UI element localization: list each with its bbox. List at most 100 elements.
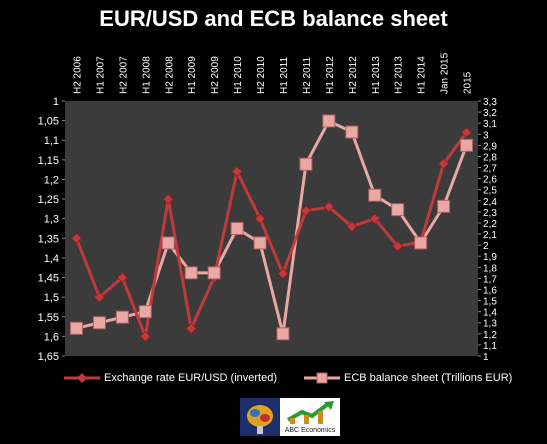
series-layer bbox=[69, 114, 474, 342]
ecb-balance-point bbox=[368, 188, 382, 202]
ecb-balance-point bbox=[391, 203, 405, 217]
x-axis-tick-label: H1 2012 bbox=[325, 56, 336, 94]
ecb-balance-point bbox=[322, 114, 336, 128]
ecb-balance-point bbox=[92, 316, 106, 330]
left-axis-tick-label: 1,3 bbox=[44, 214, 59, 226]
chart-title: EUR/USD and ECB balance sheet bbox=[99, 6, 448, 31]
x-axis-tick-label: H2 2010 bbox=[256, 56, 267, 94]
left-axis-tick-label: 1,2 bbox=[44, 174, 59, 186]
right-axis-tick-label: 3,1 bbox=[483, 119, 497, 130]
right-axis-tick-label: 3 bbox=[483, 130, 489, 141]
right-axis-tick-label: 1,2 bbox=[483, 330, 497, 341]
exchange-rate-point bbox=[369, 213, 381, 225]
x-axis-tick-label: H2 2013 bbox=[394, 56, 405, 94]
ecb-balance-point bbox=[253, 236, 267, 250]
ecb-balance-point bbox=[460, 138, 474, 152]
right-axis-tick-label: 2,9 bbox=[483, 141, 497, 152]
left-axis-tick-label: 1,65 bbox=[38, 351, 59, 363]
exchange-rate-point bbox=[460, 126, 473, 138]
left-axis-tick-label: 1,35 bbox=[38, 233, 59, 245]
right-axis-tick-label: 1 bbox=[483, 352, 489, 363]
right-axis-tick-label: 1,3 bbox=[483, 319, 497, 330]
x-axis-tick-label: 2015 bbox=[463, 71, 474, 94]
left-axis-tick-label: 1,6 bbox=[44, 331, 59, 343]
ecb-balance-point bbox=[207, 266, 221, 280]
right-axis-tick-label: 2,6 bbox=[483, 175, 497, 186]
x-axis-tick-label: H2 2008 bbox=[164, 56, 175, 94]
exchange-rate-point bbox=[277, 268, 289, 280]
exchange-rate-point bbox=[139, 330, 151, 342]
logo-growth-icon: ABC Economics bbox=[280, 398, 340, 436]
ecb-balance-point bbox=[345, 125, 359, 139]
ecb-balance-point bbox=[161, 236, 175, 250]
right-axis-tick-label: 3,2 bbox=[483, 108, 497, 119]
x-axis-tick-label: H2 2009 bbox=[210, 56, 221, 94]
legend-item-exchange-rate: Exchange rate EUR/USD (inverted) bbox=[64, 372, 277, 384]
left-axis-tick-label: 1,55 bbox=[38, 312, 59, 324]
right-axis-tick-label: 1,5 bbox=[483, 297, 497, 308]
right-axis-tick-label: 2,7 bbox=[483, 164, 497, 175]
ecb-balance-point bbox=[138, 305, 152, 319]
exchange-rate-point bbox=[254, 213, 266, 225]
exchange-rate-point bbox=[323, 201, 335, 213]
legend-label-ecb-balance: ECB balance sheet (Trillions EUR) bbox=[344, 372, 513, 384]
x-axis-tick-label: H1 2007 bbox=[95, 56, 106, 94]
legend-label-exchange-rate: Exchange rate EUR/USD (inverted) bbox=[104, 372, 278, 384]
x-axis-tick-label: H1 2009 bbox=[187, 56, 198, 94]
ecb-balance-point bbox=[276, 327, 290, 341]
exchange-rate-point bbox=[93, 291, 105, 303]
exchange-rate-point bbox=[231, 166, 243, 178]
x-axis-tick-label: Jan 2015 bbox=[440, 52, 451, 94]
x-axis-tick-label: H2 2006 bbox=[72, 56, 83, 94]
exchange-rate-point bbox=[438, 158, 450, 170]
left-axis-tick-label: 1,15 bbox=[38, 155, 59, 167]
logo: ABC Economics bbox=[240, 398, 340, 436]
right-axis-tick-label: 1,7 bbox=[483, 274, 497, 285]
ecb-balance-point bbox=[69, 321, 83, 335]
exchange-rate-point bbox=[185, 322, 197, 335]
left-axis-tick-label: 1,5 bbox=[44, 292, 59, 304]
logo-brain-icon bbox=[240, 398, 280, 436]
left-axis-tick-label: 1 bbox=[53, 96, 59, 108]
ecb-balance-point bbox=[414, 236, 428, 250]
ecb-balance-point bbox=[230, 222, 244, 235]
right-axis-tick-label: 1,8 bbox=[483, 263, 497, 274]
x-axis: H2 2006 H1 2007 H2 2007 H1 2008 H2 2008 H1 20… bbox=[72, 52, 473, 94]
right-axis-tick-label: 2,4 bbox=[483, 197, 497, 208]
x-axis-tick-label: H1 2008 bbox=[141, 56, 152, 94]
legend-swatch-ecb-balance bbox=[304, 372, 340, 384]
ecb-balance-point bbox=[184, 266, 198, 280]
left-axis: 1 1,05 1,1 1,15 1,2 1,25 1,3 1,35 1,4 1,45 1,5 1,55… bbox=[38, 96, 65, 363]
x-axis-tick-label: H1 2013 bbox=[371, 56, 382, 94]
x-axis-tick-label: H1 2011 bbox=[279, 56, 290, 94]
right-axis-tick-label: 3,3 bbox=[483, 97, 497, 108]
left-axis-tick-label: 1,4 bbox=[44, 253, 59, 265]
x-axis-tick-label: H2 2007 bbox=[118, 56, 129, 94]
legend: Exchange rate EUR/USD (inverted) ECB bal… bbox=[64, 372, 514, 392]
right-axis-tick-label: 1,1 bbox=[483, 341, 497, 352]
legend-item-ecb-balance: ECB balance sheet (Trillions EUR) bbox=[304, 372, 512, 384]
right-axis-tick-label: 2,1 bbox=[483, 230, 497, 241]
ecb-balance-point bbox=[115, 310, 129, 324]
right-axis-tick-label: 1,6 bbox=[483, 285, 497, 296]
left-axis-tick-label: 1,05 bbox=[38, 116, 59, 128]
right-axis-tick-label: 2,8 bbox=[483, 152, 497, 163]
x-axis-tick-label: H1 2010 bbox=[233, 56, 244, 94]
x-axis-tick-label: H2 2011 bbox=[302, 56, 313, 94]
exchange-rate-point bbox=[70, 232, 83, 244]
right-axis-tick-label: 1,4 bbox=[483, 308, 497, 319]
x-axis-tick-label: H2 2012 bbox=[348, 56, 359, 94]
left-axis-tick-label: 1,1 bbox=[44, 135, 59, 147]
left-axis-tick-label: 1,45 bbox=[38, 273, 59, 285]
logo-text: ABC Economics bbox=[284, 427, 336, 434]
ecb-balance-point bbox=[299, 157, 313, 171]
exchange-rate-point bbox=[162, 193, 174, 205]
ecb-balance-point bbox=[437, 199, 451, 213]
right-axis-tick-label: 2,5 bbox=[483, 186, 497, 197]
right-axis-tick-label: 2 bbox=[483, 241, 489, 252]
exchange-rate-point bbox=[116, 271, 128, 284]
left-axis-tick-label: 1,25 bbox=[38, 194, 59, 206]
x-axis-tick-label: H1 2014 bbox=[417, 56, 428, 94]
right-axis-tick-label: 2,3 bbox=[483, 208, 497, 219]
